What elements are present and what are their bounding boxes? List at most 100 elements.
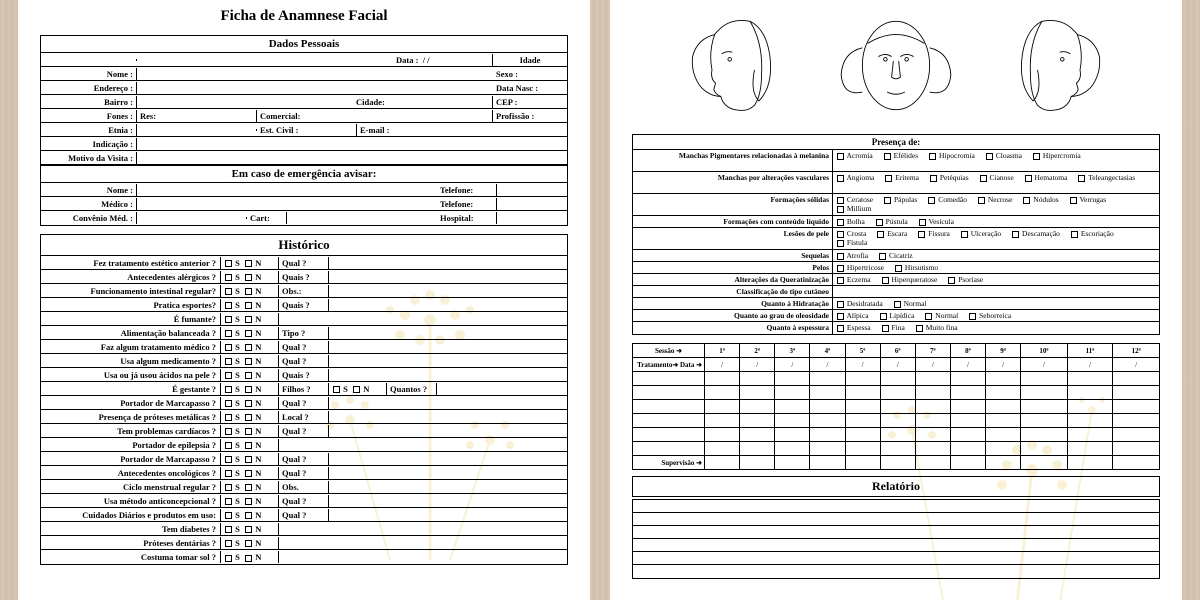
session-date-cell[interactable]: / — [880, 358, 915, 372]
session-cell[interactable] — [845, 414, 880, 428]
session-cell[interactable] — [1021, 428, 1068, 442]
presenca-checkbox[interactable]: Pápulas — [883, 195, 917, 204]
session-cell[interactable] — [1021, 442, 1068, 456]
relatorio-line[interactable] — [633, 513, 1159, 526]
presenca-options[interactable]: Desidratada Normal — [833, 298, 1159, 309]
session-cell[interactable] — [845, 428, 880, 442]
presenca-checkbox[interactable]: Espessa — [836, 323, 871, 332]
session-cell[interactable] — [880, 372, 915, 386]
presenca-checkbox[interactable]: Fissura — [917, 229, 950, 238]
presenca-options[interactable]: Acromia Efélides Hipocromia Cloasma Hipe… — [833, 150, 1159, 171]
session-cell[interactable] — [845, 442, 880, 456]
session-cell[interactable] — [915, 400, 950, 414]
session-date-cell[interactable]: / — [740, 358, 775, 372]
session-cell[interactable] — [740, 372, 775, 386]
presenca-checkbox[interactable]: Pústula — [875, 217, 908, 226]
presenca-options[interactable]: Bolha Pústula Vesícula — [833, 216, 1159, 227]
sn-checkboxes[interactable]: S N — [221, 383, 279, 395]
presenca-options[interactable]: Ceratose Pápulas Comedão Necrose Nódulos… — [833, 194, 1159, 215]
sn-checkboxes[interactable]: S N — [221, 299, 279, 311]
emerg-tel-field[interactable] — [497, 189, 567, 191]
session-cell[interactable] — [775, 442, 810, 456]
presenca-checkbox[interactable]: Alípica — [836, 311, 869, 320]
session-cell[interactable] — [740, 400, 775, 414]
presenca-checkbox[interactable]: Ulceração — [960, 229, 1001, 238]
sn-checkboxes[interactable]: S N — [221, 355, 279, 367]
session-date-cell[interactable]: / — [1021, 358, 1068, 372]
session-cell[interactable] — [845, 372, 880, 386]
session-cell[interactable] — [950, 386, 985, 400]
session-cell[interactable] — [950, 414, 985, 428]
presenca-checkbox[interactable]: Descamação — [1011, 229, 1060, 238]
session-cell[interactable] — [705, 428, 740, 442]
presenca-checkbox[interactable]: Acromia — [836, 151, 873, 160]
sn-checkboxes[interactable]: S N — [221, 313, 279, 325]
presenca-checkbox[interactable]: Efélides — [883, 151, 918, 160]
session-cell[interactable] — [810, 400, 845, 414]
supervisao-cell[interactable] — [915, 456, 950, 470]
presenca-checkbox[interactable]: Hirsutismo — [894, 263, 938, 272]
session-cell[interactable] — [775, 428, 810, 442]
sn-checkboxes[interactable]: S N — [221, 481, 279, 493]
presenca-checkbox[interactable]: Eczema — [836, 275, 871, 284]
presenca-options[interactable] — [833, 286, 1159, 297]
sn-checkboxes[interactable]: S N — [221, 271, 279, 283]
relatorio-line[interactable] — [633, 500, 1159, 513]
session-cell[interactable] — [880, 442, 915, 456]
session-cell[interactable] — [986, 414, 1021, 428]
session-date-cell[interactable]: / — [845, 358, 880, 372]
presenca-checkbox[interactable]: Fístula — [836, 238, 867, 247]
convenio-field[interactable] — [137, 217, 247, 219]
presenca-checkbox[interactable]: Cloasma — [985, 151, 1022, 160]
supervisao-cell[interactable] — [1067, 456, 1112, 470]
session-date-cell[interactable]: / — [1067, 358, 1112, 372]
presenca-checkbox[interactable]: Teleangectasias — [1077, 173, 1135, 182]
supervisao-cell[interactable] — [1113, 456, 1160, 470]
session-cell[interactable] — [775, 400, 810, 414]
relatorio-line[interactable] — [633, 565, 1159, 578]
session-cell[interactable] — [775, 414, 810, 428]
presenca-options[interactable]: Angioma Eritema Petéquias Cianose Hemato… — [833, 172, 1159, 193]
session-cell[interactable] — [1021, 372, 1068, 386]
session-date-cell[interactable]: / — [1113, 358, 1160, 372]
session-cell[interactable] — [740, 428, 775, 442]
session-cell[interactable] — [986, 400, 1021, 414]
presenca-options[interactable]: Crosta Escara Fissura Ulceração Descamaç… — [833, 228, 1159, 249]
session-cell[interactable] — [915, 428, 950, 442]
presenca-checkbox[interactable]: Escoriação — [1070, 229, 1114, 238]
supervisao-cell[interactable] — [810, 456, 845, 470]
supervisao-cell[interactable] — [705, 456, 740, 470]
session-cell[interactable] — [1021, 386, 1068, 400]
presenca-checkbox[interactable]: Millium — [836, 204, 871, 213]
session-cell[interactable] — [705, 442, 740, 456]
presenca-checkbox[interactable]: Verrugas — [1069, 195, 1106, 204]
presenca-checkbox[interactable]: Eritema — [884, 173, 919, 182]
session-cell[interactable] — [1067, 386, 1112, 400]
session-cell[interactable] — [986, 442, 1021, 456]
session-cell[interactable] — [1067, 400, 1112, 414]
relatorio-lines[interactable] — [632, 499, 1160, 579]
session-cell[interactable] — [915, 442, 950, 456]
relatorio-line[interactable] — [633, 539, 1159, 552]
session-cell[interactable] — [880, 386, 915, 400]
supervisao-cell[interactable] — [950, 456, 985, 470]
hospital-field[interactable] — [497, 217, 567, 219]
sn-checkboxes[interactable]: S N — [221, 551, 279, 563]
supervisao-cell[interactable] — [740, 456, 775, 470]
session-cell[interactable] — [775, 386, 810, 400]
session-cell[interactable] — [845, 400, 880, 414]
session-date-cell[interactable]: / — [986, 358, 1021, 372]
session-cell[interactable] — [705, 414, 740, 428]
session-cell[interactable] — [880, 414, 915, 428]
session-cell[interactable] — [1113, 428, 1160, 442]
session-cell[interactable] — [775, 372, 810, 386]
session-cell[interactable] — [845, 386, 880, 400]
session-cell[interactable] — [1067, 414, 1112, 428]
relatorio-line[interactable] — [633, 552, 1159, 565]
session-cell[interactable] — [810, 386, 845, 400]
session-cell[interactable] — [740, 386, 775, 400]
session-cell[interactable] — [705, 400, 740, 414]
presenca-checkbox[interactable]: Nódulos — [1022, 195, 1058, 204]
session-cell[interactable] — [1021, 400, 1068, 414]
presenca-checkbox[interactable]: Seborreica — [968, 311, 1011, 320]
